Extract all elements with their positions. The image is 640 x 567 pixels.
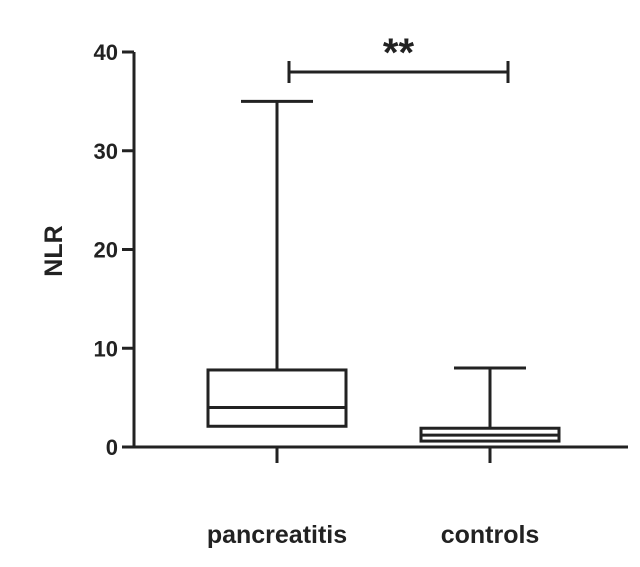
y-tick-label: 20 (94, 238, 118, 263)
box-controls (419, 366, 561, 443)
y-tick-label: 10 (94, 336, 118, 361)
significance-label: ** (383, 31, 415, 75)
significance-annotation: ** (287, 31, 510, 83)
boxes-group (206, 99, 561, 443)
y-axis-title: NLR (40, 225, 68, 276)
y-tick-label: 30 (94, 139, 118, 164)
axes: 0 10 20 30 40 pancreatitis controls (94, 40, 628, 549)
y-tick-label: 0 (106, 435, 118, 460)
x-category-label: pancreatitis (207, 521, 347, 549)
iqr-box (206, 368, 348, 428)
y-tick-label: 40 (94, 40, 118, 65)
x-category-label: controls (441, 521, 540, 549)
box-pancreatitis (206, 99, 348, 428)
